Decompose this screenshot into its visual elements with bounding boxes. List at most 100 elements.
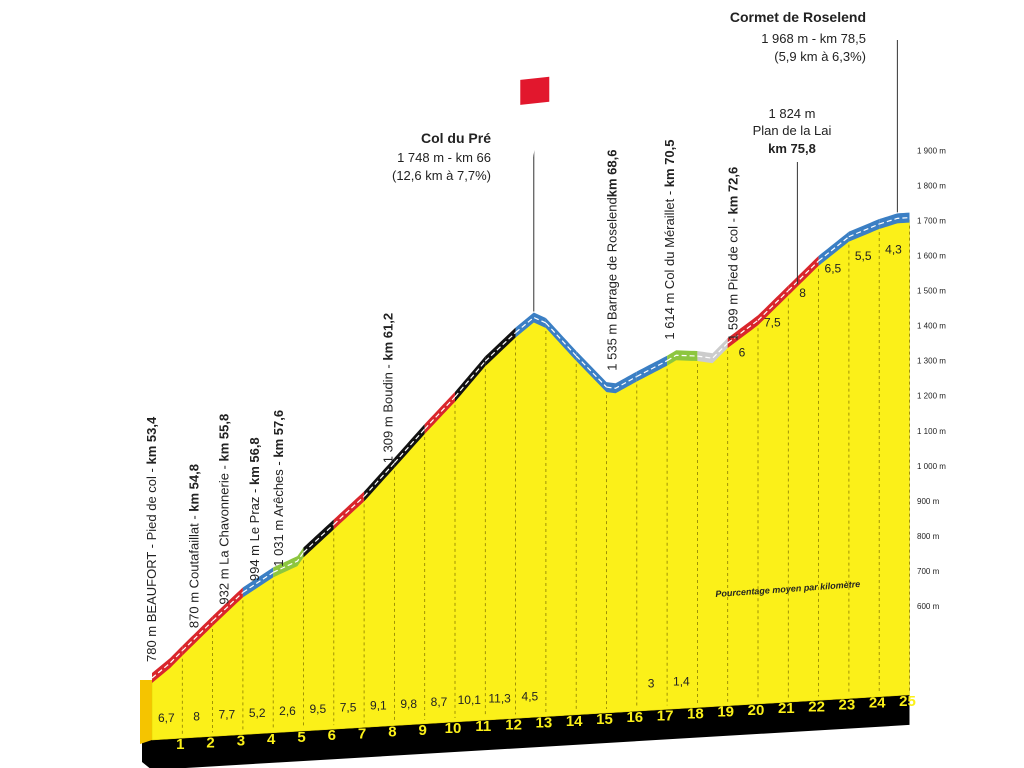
x-tick-label: 8 [388,724,396,741]
x-tick-label: 22 [808,698,825,715]
profile-base [140,680,910,768]
grade-segment [424,391,455,434]
waypoint-label: 1 031 m Arêches - km 57,6 [271,410,286,567]
grade-segment [576,350,607,393]
grade-label: 7,5 [764,316,781,330]
waypoint-place: 932 m La Chavonnerie - [217,462,232,605]
waypoint-km: km 70,5 [662,139,677,187]
waypoint-labels: 780 m BEAUFORT - Pied de col - km 53,4 87… [144,139,741,662]
grade-label: 1,4 [673,675,690,689]
summit-climb: (12,6 km à 7,7%) [392,168,491,183]
plan-lai-km: km 75,8 [768,141,816,156]
grade-segment [545,317,577,361]
waypoint-km: km 72,6 [726,167,741,215]
x-tick-label: 14 [566,713,583,730]
km-gridlines [181,225,910,735]
profile-side [140,680,152,744]
y-tick-label: 800 m [917,532,940,541]
x-tick-label: 12 [505,716,522,733]
category-flag-label: 2 [891,27,899,44]
y-tick-label: 1 000 m [917,462,946,471]
grade-label: 9,8 [400,697,417,711]
summit-climb: (5,9 km à 6,3%) [774,49,866,64]
grade-segment [697,338,728,364]
x-tick-label: 9 [419,722,427,739]
ridge-dash [212,591,244,622]
grade-label: 5,5 [855,249,872,263]
ridge-dash [606,375,638,389]
grade-label: 7,5 [340,700,357,714]
summit-name: Cormet de Roselend [730,9,866,25]
x-tick-label: 19 [717,704,734,721]
grade-segment [364,457,395,502]
waypoint-km: km 57,6 [271,410,286,458]
ridge-dash [636,360,668,378]
grade-label: 8 [799,286,806,300]
ridge-dash [757,290,789,321]
summit-altitude: 1 748 m - km 66 [397,150,491,165]
summit-labels: HC Col du Pré 1 748 m - km 66 (12,6 km à 7,… [392,9,900,312]
grade-segment [152,645,183,683]
grade-label: 6 [739,345,746,359]
km-scale-band [142,694,910,768]
x-tick-label: 7 [358,725,366,742]
x-tick-label: 24 [869,695,886,712]
ridge-dash [575,355,607,388]
summit-name: Col du Pré [421,130,491,146]
y-tick-label: 1 300 m [917,357,946,366]
ridge-dash [272,552,304,573]
grade-segment [394,423,425,468]
grade-segment [273,547,304,578]
waypoint-km: km 55,8 [217,414,232,462]
grade-label: 2,6 [279,704,296,718]
grade-segment [667,350,698,366]
waypoint-label: 1 599 m Pied de col - km 72,6 [726,167,741,341]
y-tick-label: 1 900 m [917,146,946,155]
summit-altitude: 1 968 m - km 78,5 [761,31,866,46]
waypoint-label: 1 309 m Boudin - km 61,2 [380,313,395,463]
waypoint-km: km 68,6 [605,150,620,198]
ridge-dash [727,319,759,344]
profile-area [151,219,910,741]
ridge-dash [787,260,820,291]
x-tick-label: 18 [687,706,704,723]
grade-label: 6,7 [158,711,175,725]
waypoint-label: 1 535 m Barrage de Roselendkm 68,6 [605,150,620,371]
x-axis-ticks: 1 2 3 4 5 6 7 8 9 10 11 12 13 14 15 16 17 18 19 20 21 22 23 24 2… [176,693,916,753]
x-tick-label: 4 [267,731,276,748]
category-flag [519,75,551,106]
waypoint-label: 1 614 m Col du Méraillet - km 70,5 [662,139,677,339]
ridge-dash [242,571,274,593]
ridge-dash [484,332,517,362]
x-tick-label: 15 [596,711,613,728]
y-tick-label: 1 500 m [917,287,946,296]
grade-labels: 6,7 8 7,7 5,2 2,6 9,5 7,5 9,1 9,8 8,7 10,1 11,3 4,5 3… [158,243,902,726]
ridge-dash [666,354,698,362]
ridge-dash [151,650,183,679]
grade-label: 10,1 [458,693,482,707]
y-tick-label: 1 200 m [917,392,946,401]
grade-label: 9,5 [309,702,326,716]
y-tick-label: 1 400 m [917,322,946,331]
y-tick-label: 1 600 m [917,252,946,261]
category-flag-label: HC [525,144,546,160]
waypoint-place: 994 m Le Praz - [247,485,262,581]
x-tick-label: 17 [657,707,674,724]
x-tick-label: 10 [445,720,462,737]
grade-label: 3 [648,676,655,690]
grade-colored-ridge [151,212,910,683]
plan-lai-name: Plan de la Lai [753,123,832,138]
grade-segment [758,285,789,326]
y-tick-label: 1 100 m [917,427,946,436]
grade-label: 6,5 [825,262,842,276]
grade-segment [606,371,637,394]
waypoint-place: 870 m Coutafaillat - [186,512,201,628]
ridge-dash [181,620,214,652]
x-tick-label: 16 [626,709,643,726]
x-tick-label: 6 [328,727,336,744]
x-tick-label: 3 [237,733,245,750]
ridge-dash [515,316,547,333]
ridge-dash [303,523,335,553]
grade-label: 7,7 [219,708,236,722]
